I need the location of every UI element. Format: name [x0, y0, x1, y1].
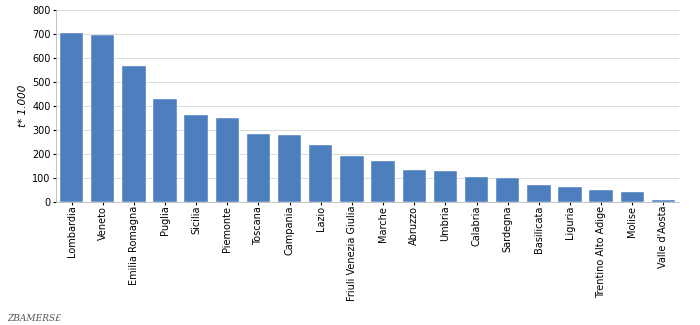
Bar [247, 134, 270, 202]
Bar [434, 171, 457, 202]
Bar [589, 189, 612, 202]
Bar [496, 178, 519, 202]
Bar [465, 177, 488, 202]
Bar [309, 145, 332, 202]
Bar [153, 99, 176, 202]
Bar [216, 118, 239, 202]
Bar [402, 170, 426, 202]
Text: ZBAMERS£: ZBAMERS£ [7, 314, 61, 323]
Bar [122, 66, 146, 202]
Bar [278, 135, 301, 202]
Bar [652, 200, 675, 202]
Bar [185, 115, 208, 202]
Bar [527, 185, 550, 202]
Bar [60, 32, 83, 202]
Bar [621, 192, 644, 202]
Bar [340, 156, 363, 202]
Bar [559, 187, 582, 202]
Bar [372, 161, 395, 202]
Bar [91, 35, 114, 202]
Y-axis label: t* 1.000: t* 1.000 [18, 84, 28, 127]
